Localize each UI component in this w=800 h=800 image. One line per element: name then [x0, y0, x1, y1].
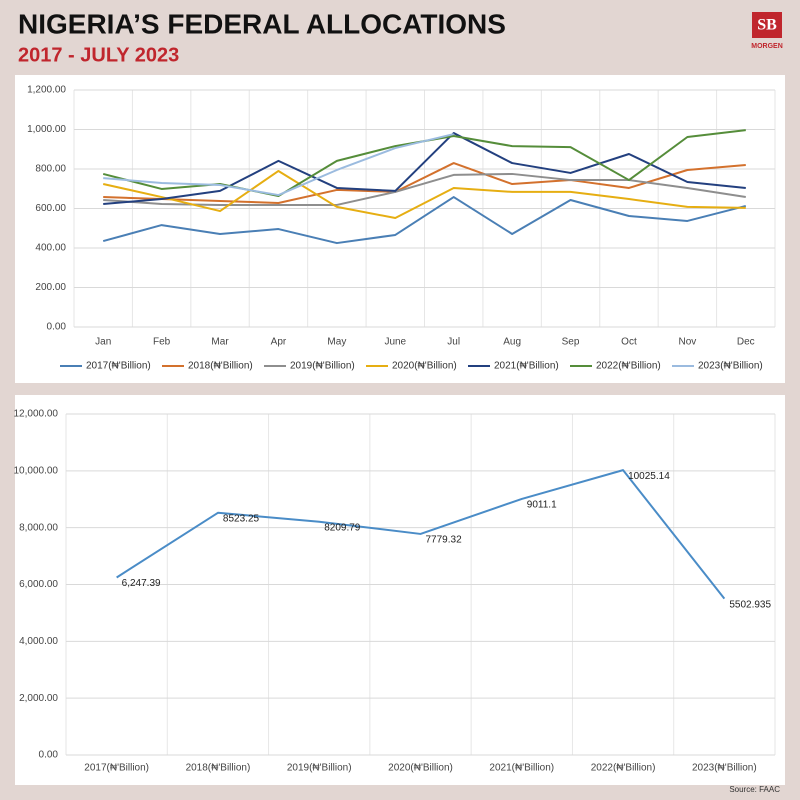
- x-tick-label: Sep: [562, 337, 580, 348]
- legend-label: 2022(₦'Billion): [596, 361, 661, 372]
- series-line: [102, 169, 746, 219]
- legend-label: 2018(₦'Billion): [188, 361, 253, 372]
- series-line: [102, 196, 747, 245]
- y-tick-label: 400.00: [35, 243, 66, 254]
- x-tick-label: Oct: [621, 337, 637, 348]
- x-tick-label: Jan: [95, 337, 111, 348]
- x-tick-label: 2020(₦'Billion): [388, 763, 453, 774]
- y-tick-label: 12,000.00: [14, 409, 59, 420]
- series-line: [103, 133, 454, 197]
- legend-label: 2019(₦'Billion): [290, 361, 355, 372]
- data-label: 5502.935: [729, 599, 771, 610]
- logo-sub: MORGEN: [751, 43, 783, 50]
- data-label: 8209.79: [324, 522, 361, 533]
- series-line: [103, 162, 746, 204]
- legend-label: 2020(₦'Billion): [392, 361, 457, 372]
- legend-label: 2023(₦'Billion): [698, 361, 763, 372]
- series-line: [103, 132, 746, 205]
- data-label: 8523.25: [223, 513, 260, 524]
- x-tick-label: Apr: [271, 337, 287, 348]
- source: Source: FAAC: [729, 785, 780, 794]
- y-tick-label: 1,200.00: [27, 85, 66, 96]
- data-label: 6,247.39: [122, 578, 161, 589]
- title: NIGERIA’S FEDERAL ALLOCATIONS: [18, 8, 506, 39]
- x-tick-label: 2022(₦'Billion): [591, 763, 656, 774]
- y-tick-label: 200.00: [35, 282, 66, 293]
- logo: SB: [757, 17, 777, 34]
- y-tick-label: 8,000.00: [19, 522, 58, 533]
- x-tick-label: Aug: [503, 337, 521, 348]
- x-tick-label: 2021(₦'Billion): [489, 763, 554, 774]
- x-tick-label: Feb: [153, 337, 171, 348]
- data-label: 7779.32: [426, 535, 463, 546]
- x-tick-label: Nov: [678, 337, 696, 348]
- y-tick-label: 600.00: [35, 203, 66, 214]
- data-label: 9011.1: [527, 500, 557, 511]
- series-line: [103, 172, 746, 206]
- x-tick-label: Jul: [447, 337, 460, 348]
- y-tick-label: 4,000.00: [19, 636, 58, 647]
- x-tick-label: Dec: [737, 337, 755, 348]
- x-tick-label: 2017(₦'Billion): [84, 763, 149, 774]
- x-tick-label: June: [384, 337, 406, 348]
- legend-label: 2017(₦'Billion): [86, 361, 151, 372]
- y-tick-label: 0.00: [47, 322, 67, 333]
- y-tick-label: 6,000.00: [19, 579, 58, 590]
- subtitle: 2017 - JULY 2023: [18, 44, 179, 66]
- x-tick-label: May: [327, 337, 346, 348]
- y-tick-label: 2,000.00: [19, 693, 58, 704]
- y-tick-label: 1,000.00: [27, 124, 66, 135]
- panel: [15, 75, 785, 383]
- y-tick-label: 800.00: [35, 164, 66, 175]
- y-tick-label: 10,000.00: [14, 465, 59, 476]
- logo-box: [752, 12, 782, 38]
- legend-label: 2021(₦'Billion): [494, 361, 559, 372]
- x-tick-label: 2019(₦'Billion): [287, 763, 352, 774]
- x-tick-label: 2023(₦'Billion): [692, 763, 757, 774]
- x-tick-label: Mar: [211, 337, 229, 348]
- x-tick-label: 2018(₦'Billion): [186, 763, 251, 774]
- y-tick-label: 0.00: [39, 750, 59, 761]
- series-line: [116, 469, 726, 600]
- panel: [15, 395, 785, 785]
- data-label: 10025.14: [628, 471, 670, 482]
